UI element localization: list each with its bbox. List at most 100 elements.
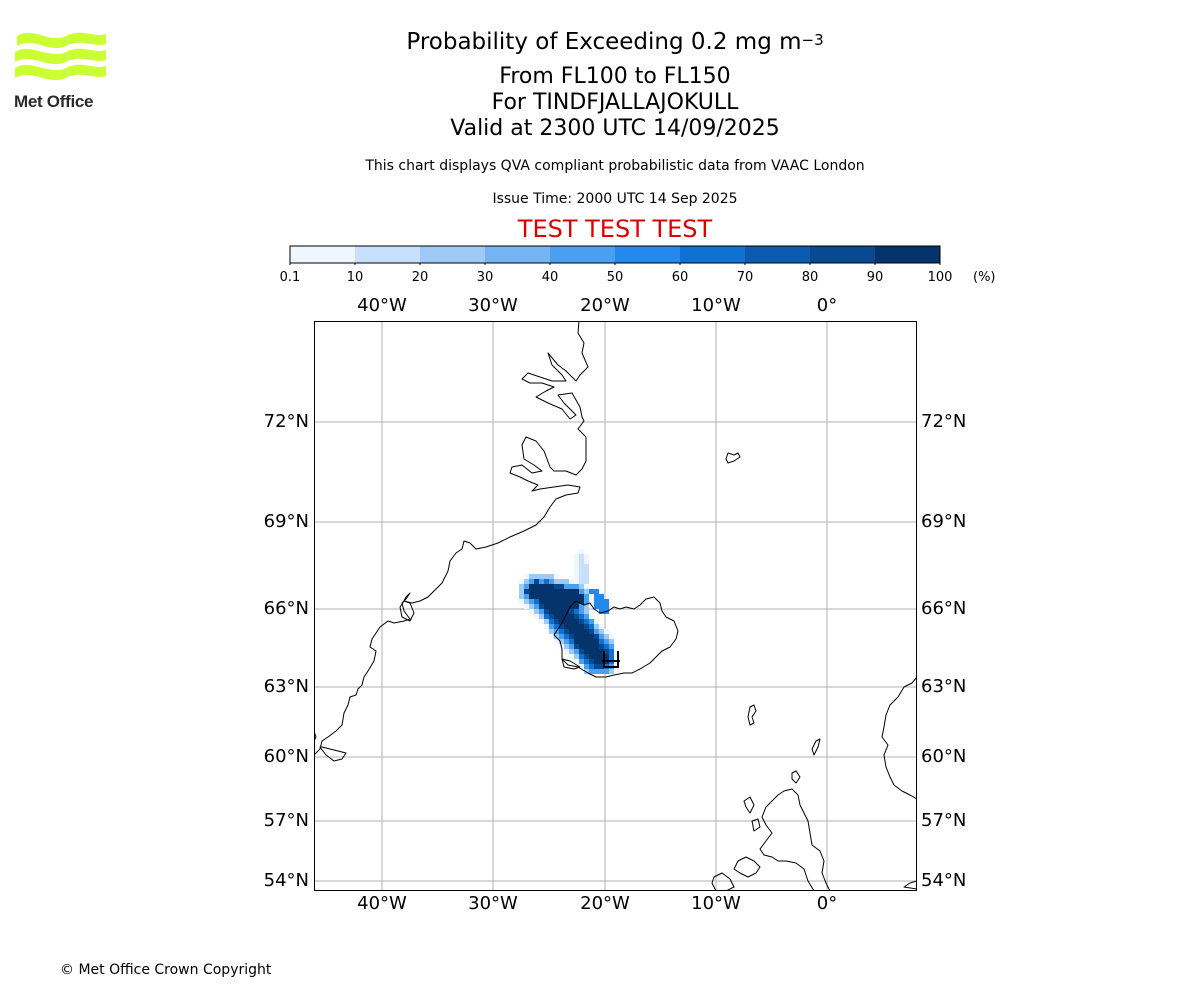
plume-cell bbox=[604, 634, 609, 639]
plume-cell bbox=[574, 569, 579, 574]
plume-cell bbox=[519, 589, 524, 594]
plume-cell bbox=[549, 584, 554, 589]
plume-cell bbox=[584, 644, 589, 649]
plume-cell bbox=[539, 604, 544, 609]
plume-cell bbox=[584, 604, 589, 609]
plume-cell bbox=[574, 594, 579, 599]
plume-cell bbox=[604, 639, 609, 644]
plume-cell bbox=[564, 649, 569, 654]
plume-cell bbox=[589, 664, 594, 669]
colorbar-segment-5 bbox=[615, 246, 681, 263]
plume-cell bbox=[574, 654, 579, 659]
plume-cell bbox=[599, 629, 604, 634]
plume-cell bbox=[609, 639, 614, 644]
colorbar-segment-0 bbox=[290, 246, 356, 263]
plume-cell bbox=[559, 629, 564, 634]
norway-coast bbox=[881, 677, 916, 800]
plume-cell bbox=[539, 579, 544, 584]
plume-cell bbox=[539, 599, 544, 604]
plume-cell bbox=[534, 594, 539, 599]
latitude-label: 54°N bbox=[921, 870, 967, 891]
plume-cell bbox=[539, 594, 544, 599]
plume-cell bbox=[559, 619, 564, 624]
plume-cell bbox=[564, 644, 569, 649]
plume-cell bbox=[544, 614, 549, 619]
plume-cell bbox=[554, 579, 559, 584]
plume-cell bbox=[524, 604, 529, 609]
longitude-label: 10°W bbox=[691, 295, 741, 316]
plume-cell bbox=[584, 554, 589, 559]
colorbar-tick-label: 90 bbox=[866, 270, 884, 285]
plume-cell bbox=[569, 594, 574, 599]
plume-cell bbox=[574, 579, 579, 584]
plume-cell bbox=[574, 619, 579, 624]
plume-cell bbox=[589, 589, 594, 594]
ash-probability-plume bbox=[519, 549, 614, 674]
latitude-label: 66°N bbox=[263, 598, 309, 619]
plume-cell bbox=[579, 589, 584, 594]
plume-cell bbox=[574, 564, 579, 569]
plume-cell bbox=[589, 619, 594, 624]
plume-cell bbox=[564, 589, 569, 594]
scotland-coast bbox=[759, 788, 831, 890]
plume-cell bbox=[549, 629, 554, 634]
plume-cell bbox=[554, 619, 559, 624]
plume-cell bbox=[599, 659, 604, 664]
plume-cell bbox=[584, 619, 589, 624]
plume-cell bbox=[529, 574, 534, 579]
plume-cell bbox=[544, 584, 549, 589]
level-range: From FL100 to FL150 bbox=[499, 64, 731, 89]
plume-cell bbox=[584, 599, 589, 604]
plume-cell bbox=[549, 579, 554, 584]
chart-title-text: Probability of Exceeding 0.2 mg m bbox=[406, 29, 802, 55]
plume-cell bbox=[564, 614, 569, 619]
chart-title: Probability of Exceeding 0.2 mg m−3 bbox=[215, 27, 1015, 57]
plume-cell bbox=[604, 669, 609, 674]
plume-cell bbox=[579, 639, 584, 644]
plume-cell bbox=[529, 584, 534, 589]
plume-cell bbox=[579, 594, 584, 599]
plume-cell bbox=[549, 609, 554, 614]
longitude-label: 30°W bbox=[468, 893, 518, 914]
plume-cell bbox=[599, 639, 604, 644]
plume-cell bbox=[594, 629, 599, 634]
plume-cell bbox=[604, 644, 609, 649]
plume-cell bbox=[579, 564, 584, 569]
plume-cell bbox=[569, 579, 574, 584]
plume-cell bbox=[584, 624, 589, 629]
plume-cell bbox=[594, 624, 599, 629]
colorbar-segment-8 bbox=[810, 246, 876, 263]
plume-cell bbox=[559, 599, 564, 604]
met-office-logo-text: Met Office bbox=[14, 92, 94, 111]
greenland-coast bbox=[314, 321, 589, 756]
chart-title-superscript: −3 bbox=[801, 31, 824, 49]
colorbar-segment-2 bbox=[420, 246, 486, 263]
plume-cell bbox=[549, 624, 554, 629]
plume-cell bbox=[519, 584, 524, 589]
colorbar-tick-label: 100 bbox=[927, 270, 953, 285]
plume-cell bbox=[609, 634, 614, 639]
plume-cell bbox=[564, 629, 569, 634]
plume-cell bbox=[569, 634, 574, 639]
iceland-coast bbox=[553, 596, 679, 678]
colorbar-tick-label: 20 bbox=[411, 270, 429, 285]
plume-cell bbox=[529, 604, 534, 609]
plume-cell bbox=[579, 659, 584, 664]
plume-cell bbox=[559, 604, 564, 609]
plume-cell bbox=[599, 669, 604, 674]
plume-cell bbox=[584, 589, 589, 594]
plume-cell bbox=[559, 594, 564, 599]
plume-cell bbox=[574, 559, 579, 564]
plume-cell bbox=[579, 649, 584, 654]
plume-cell bbox=[579, 614, 584, 619]
latitude-label: 57°N bbox=[921, 810, 967, 831]
plume-cell bbox=[549, 619, 554, 624]
plume-cell bbox=[564, 599, 569, 604]
plume-cell bbox=[539, 584, 544, 589]
plume-cell bbox=[569, 654, 574, 659]
plume-cell bbox=[594, 619, 599, 624]
plume-cell bbox=[589, 629, 594, 634]
plume-cell bbox=[544, 574, 549, 579]
plume-cell bbox=[534, 584, 539, 589]
plume-cell bbox=[529, 609, 534, 614]
